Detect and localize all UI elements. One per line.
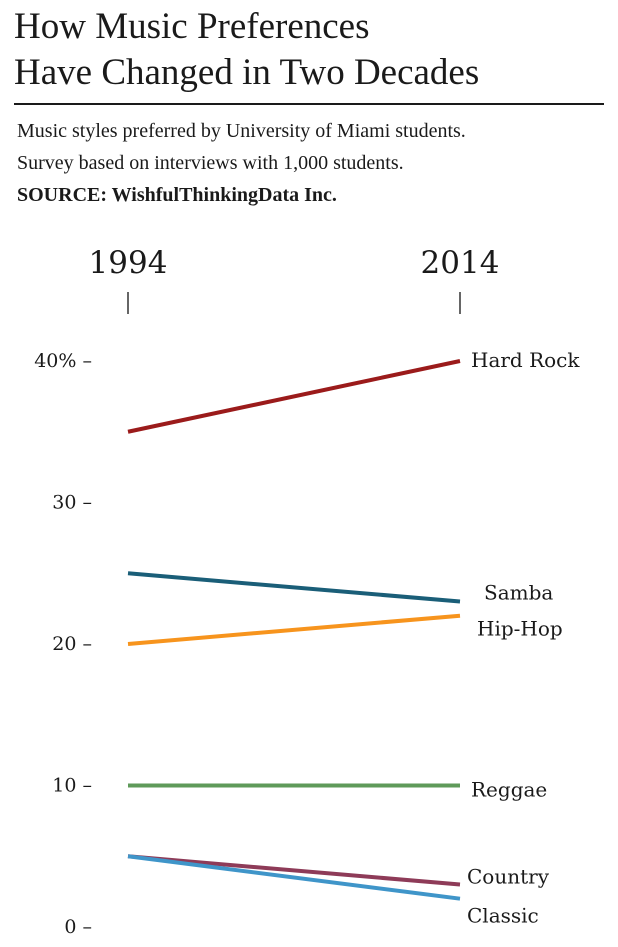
x-axis-label-2014: 2014 xyxy=(421,245,500,281)
series-label-reggae: Reggae xyxy=(471,778,547,802)
chart-title: How Music Preferences Have Changed in Tw… xyxy=(14,4,614,96)
subtitle-line-2: Survey based on interviews with 1,000 st… xyxy=(17,152,404,174)
y-tick-label-20: 20 – xyxy=(52,633,92,655)
series-label-country: Country xyxy=(467,865,550,889)
series-label-classic: Classic xyxy=(467,904,539,928)
x-axis-label-1994: 1994 xyxy=(89,245,168,281)
title-divider xyxy=(14,103,604,105)
y-tick-label-10: 10 – xyxy=(52,775,92,797)
y-tick-label-0: 0 – xyxy=(64,916,92,938)
series-label-hip-hop: Hip-Hop xyxy=(477,617,563,641)
series-line-country xyxy=(127,854,461,887)
series-line-samba xyxy=(127,571,461,604)
series-line-hard-rock xyxy=(127,359,461,434)
title-line-1: How Music Preferences xyxy=(14,6,370,47)
y-tick-label-30: 30 – xyxy=(52,492,92,514)
source-note: SOURCE: WishfulThinkingData Inc. xyxy=(17,184,337,206)
y-tick-label-40: 40% – xyxy=(34,350,92,372)
series-label-hard-rock: Hard Rock xyxy=(471,348,580,372)
subtitle-line-1: Music styles preferred by University of … xyxy=(17,120,466,142)
series-label-samba: Samba xyxy=(484,581,553,605)
series-line-hip-hop xyxy=(127,613,461,646)
title-line-2: Have Changed in Two Decades xyxy=(14,52,480,93)
series-line-classic xyxy=(127,854,461,901)
